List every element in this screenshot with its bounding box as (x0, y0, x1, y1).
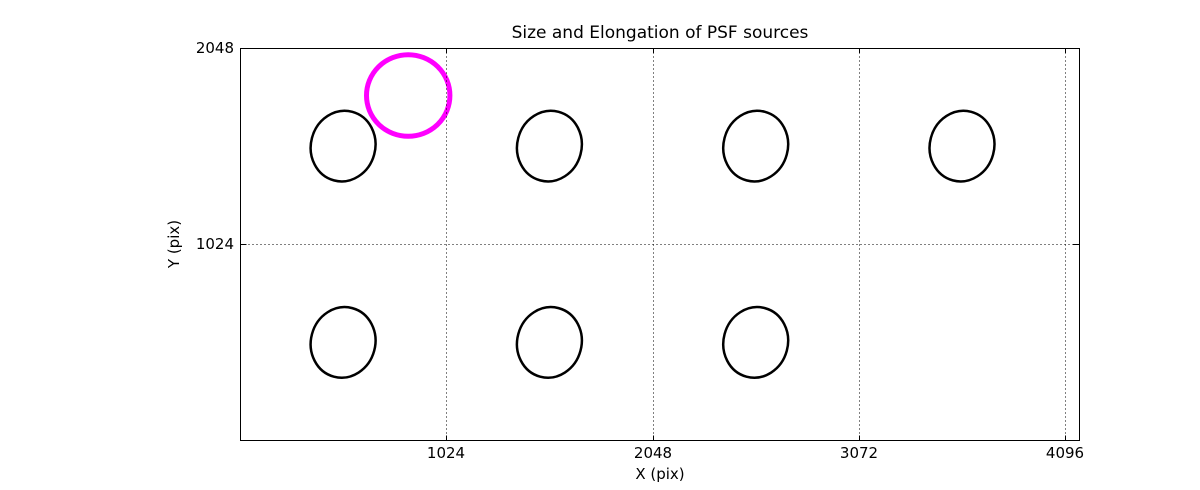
y-tick-label: 1024 (195, 235, 234, 253)
x-tick-label: 1024 (426, 444, 466, 462)
psf-source-ellipse (722, 305, 790, 379)
psf-source-ellipse (722, 109, 790, 183)
x-tick-label: 3072 (839, 444, 879, 462)
flagged-source-ellipse (364, 52, 453, 139)
psf-source-ellipse (515, 305, 584, 379)
x-axis-label: X (pix) (635, 465, 685, 483)
chart-title: Size and Elongation of PSF sources (511, 23, 809, 43)
y-tick-label: 2048 (195, 39, 234, 57)
psf-source-ellipse (928, 109, 996, 183)
psf-source-ellipse (309, 109, 377, 183)
x-tick-label: 4096 (1045, 444, 1085, 462)
psf-source-ellipse (309, 305, 377, 379)
x-tick-label: 2048 (633, 444, 673, 462)
psf-source-ellipse (515, 109, 584, 183)
